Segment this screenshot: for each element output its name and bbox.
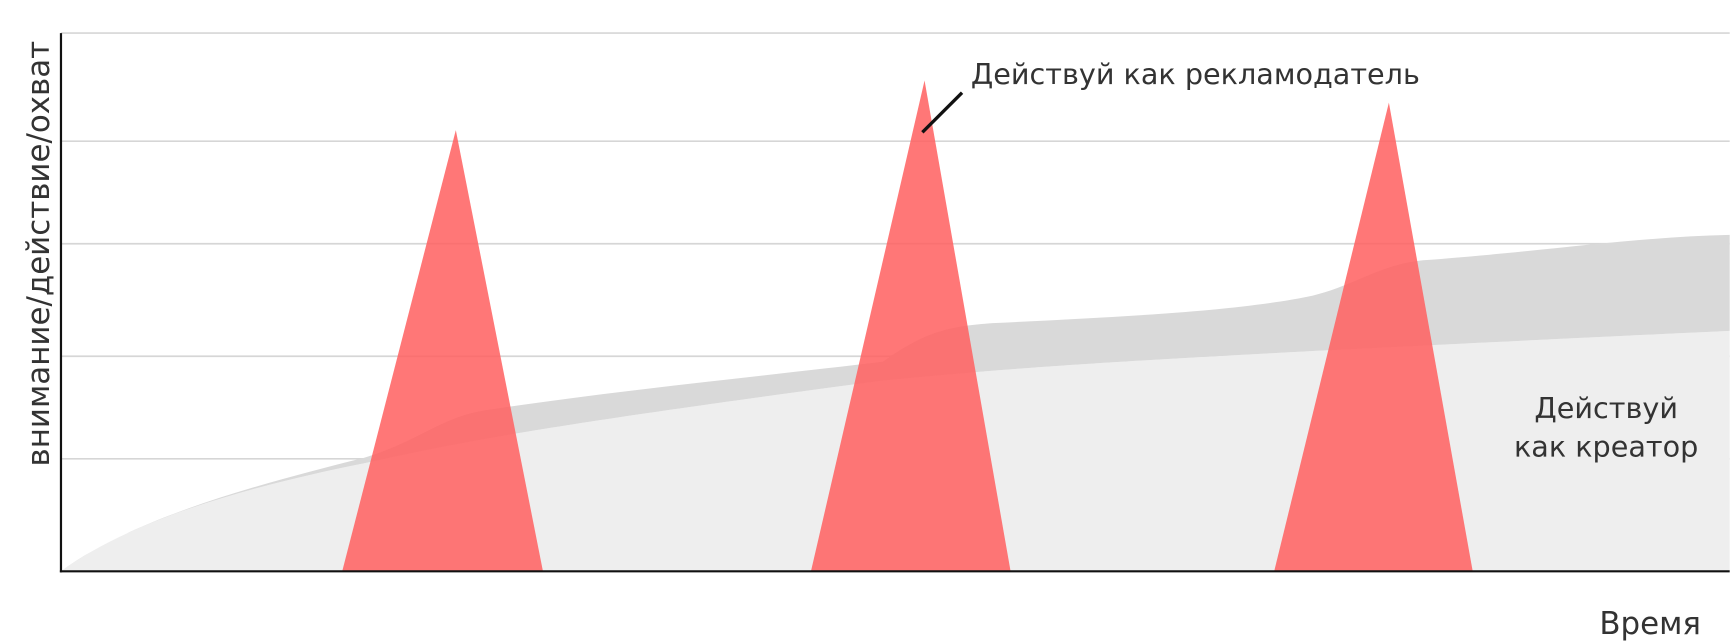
advertiser-spikes bbox=[342, 80, 1473, 572]
spike bbox=[810, 80, 1011, 572]
annotation: как креатор bbox=[1514, 430, 1698, 464]
annotation: Действуй bbox=[1534, 391, 1678, 425]
y-axis-label: внимание/действие/охват bbox=[21, 41, 57, 467]
spike bbox=[342, 130, 543, 572]
spike bbox=[1274, 102, 1473, 572]
annotation: Действуй как рекламодатель bbox=[971, 57, 1420, 91]
creator-band bbox=[60, 234, 1730, 572]
x-axis-label: Время bbox=[1599, 606, 1701, 642]
pointer bbox=[921, 91, 964, 134]
